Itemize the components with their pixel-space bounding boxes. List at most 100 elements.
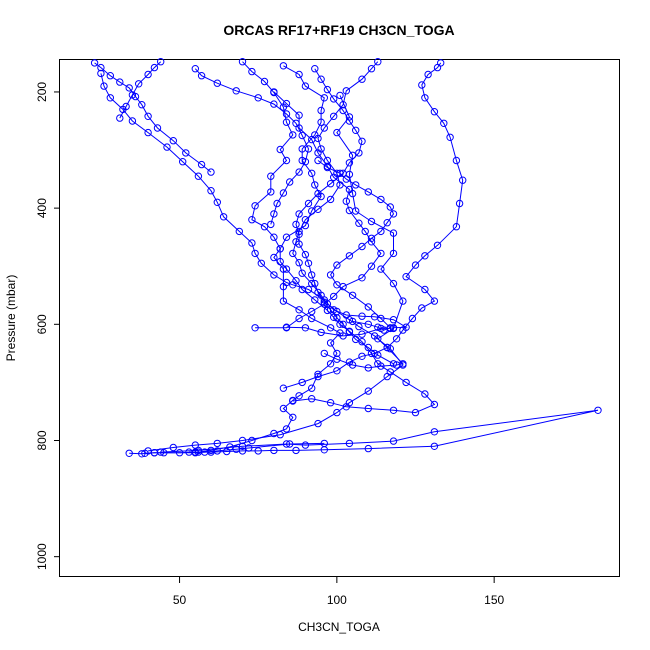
data-point	[430, 108, 439, 116]
data-point	[380, 326, 388, 334]
data-point	[326, 324, 335, 332]
data-point	[411, 261, 420, 269]
data-point	[213, 439, 222, 448]
data-point	[150, 63, 159, 72]
data-point	[399, 297, 407, 305]
data-point	[367, 262, 376, 270]
data-point	[446, 133, 454, 142]
data-point	[144, 70, 152, 79]
data-point	[301, 324, 310, 332]
data-point	[389, 279, 398, 288]
data-point	[308, 395, 316, 403]
data-point	[367, 217, 376, 226]
data-point	[257, 259, 265, 267]
data-point	[430, 442, 439, 450]
data-point	[248, 239, 256, 247]
data-point	[267, 220, 275, 229]
data-point	[330, 95, 338, 103]
data-point	[333, 408, 341, 417]
data-point	[433, 241, 442, 250]
data-point	[153, 124, 162, 132]
data-point	[326, 271, 335, 279]
data-point	[364, 188, 372, 196]
data-point	[326, 360, 335, 368]
data-point	[383, 219, 391, 227]
data-point	[267, 172, 275, 180]
data-point	[106, 72, 115, 80]
data-point	[399, 360, 407, 368]
chart-title: ORCAS RF17+RF19 CH3CN_TOGA	[223, 22, 454, 38]
data-point	[314, 370, 322, 378]
data-point	[355, 149, 363, 157]
series-line	[119, 61, 162, 119]
data-point	[270, 429, 278, 438]
data-point	[251, 324, 259, 332]
data-point	[248, 436, 256, 445]
data-point	[402, 273, 410, 281]
data-point	[389, 360, 398, 368]
data-point	[286, 440, 294, 448]
data-point	[386, 368, 394, 376]
series-line	[283, 62, 464, 389]
data-point	[304, 259, 313, 267]
y-tick-label: 800	[35, 430, 49, 450]
y-axis-label: Pressure (mbar)	[4, 275, 18, 362]
data-point	[194, 448, 203, 456]
data-point	[370, 349, 379, 358]
data-point	[185, 448, 193, 456]
data-point	[421, 390, 429, 398]
data-point	[295, 314, 303, 323]
data-point	[418, 81, 426, 89]
data-point	[260, 77, 269, 86]
series-line	[279, 65, 436, 414]
data-point	[326, 180, 335, 188]
data-point	[364, 404, 372, 413]
data-point	[254, 447, 262, 455]
data-point	[339, 332, 347, 340]
data-point	[364, 320, 372, 328]
data-point	[317, 118, 325, 126]
data-point	[207, 187, 215, 195]
data-point	[308, 307, 316, 316]
data-point	[333, 367, 341, 375]
y-tick-label: 600	[35, 314, 49, 334]
data-point	[358, 242, 366, 251]
data-point	[97, 69, 105, 78]
data-point	[279, 189, 288, 197]
y-tick-label: 400	[35, 198, 49, 218]
data-point	[97, 63, 105, 72]
data-point	[459, 176, 467, 184]
data-point	[279, 404, 288, 413]
data-point	[308, 384, 316, 392]
data-point	[326, 306, 335, 314]
data-point	[282, 118, 291, 126]
data-point	[389, 210, 398, 218]
data-point	[282, 233, 291, 241]
series-line	[292, 61, 404, 369]
data-point	[455, 199, 464, 208]
data-point	[282, 323, 291, 331]
data-point	[358, 312, 366, 320]
data-point	[389, 437, 398, 445]
data-point	[125, 84, 133, 92]
data-point	[402, 378, 410, 387]
data-point	[352, 126, 360, 135]
data-point	[314, 288, 322, 297]
data-point	[304, 145, 313, 153]
data-point	[116, 114, 124, 122]
data-point	[440, 119, 448, 128]
data-point	[314, 372, 322, 381]
data-point	[254, 94, 262, 102]
data-point	[308, 169, 316, 178]
data-point	[248, 216, 256, 224]
data-point	[301, 158, 310, 166]
data-point	[295, 230, 303, 239]
data-point	[342, 403, 350, 411]
data-point	[138, 450, 146, 458]
data-point	[311, 279, 319, 288]
data-point	[213, 198, 222, 207]
data-point	[276, 145, 284, 154]
data-point	[336, 181, 344, 189]
data-point	[282, 156, 291, 165]
